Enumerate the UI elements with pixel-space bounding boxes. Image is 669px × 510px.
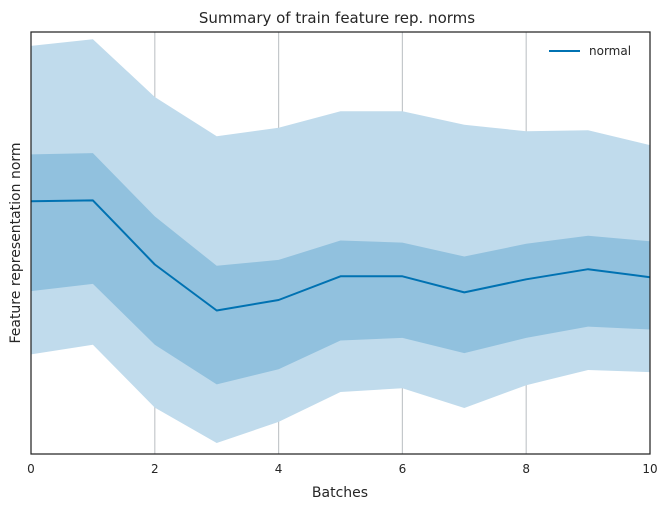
- chart-title: Summary of train feature rep. norms: [199, 9, 475, 27]
- series-line-normal: [30, 199, 651, 312]
- x-tick-label: 6: [399, 462, 407, 476]
- x-tick-labels: 0 2 4 6 8 10: [27, 462, 657, 476]
- x-tick-label: 10: [642, 462, 657, 476]
- mean-lines: [30, 199, 651, 312]
- legend-label-normal: normal: [589, 44, 631, 58]
- plot-frame: [30, 31, 651, 455]
- y-axis-label: Feature representation norm: [8, 142, 24, 343]
- legend: normal: [549, 44, 631, 58]
- x-tick-label: 2: [151, 462, 159, 476]
- bands: [31, 39, 650, 443]
- x-tick-label: 8: [522, 462, 530, 476]
- x-tick-label: 4: [275, 462, 283, 476]
- x-tick-label: 0: [27, 462, 35, 476]
- inner-band: [31, 153, 650, 385]
- x-axis-label: Batches: [312, 485, 368, 501]
